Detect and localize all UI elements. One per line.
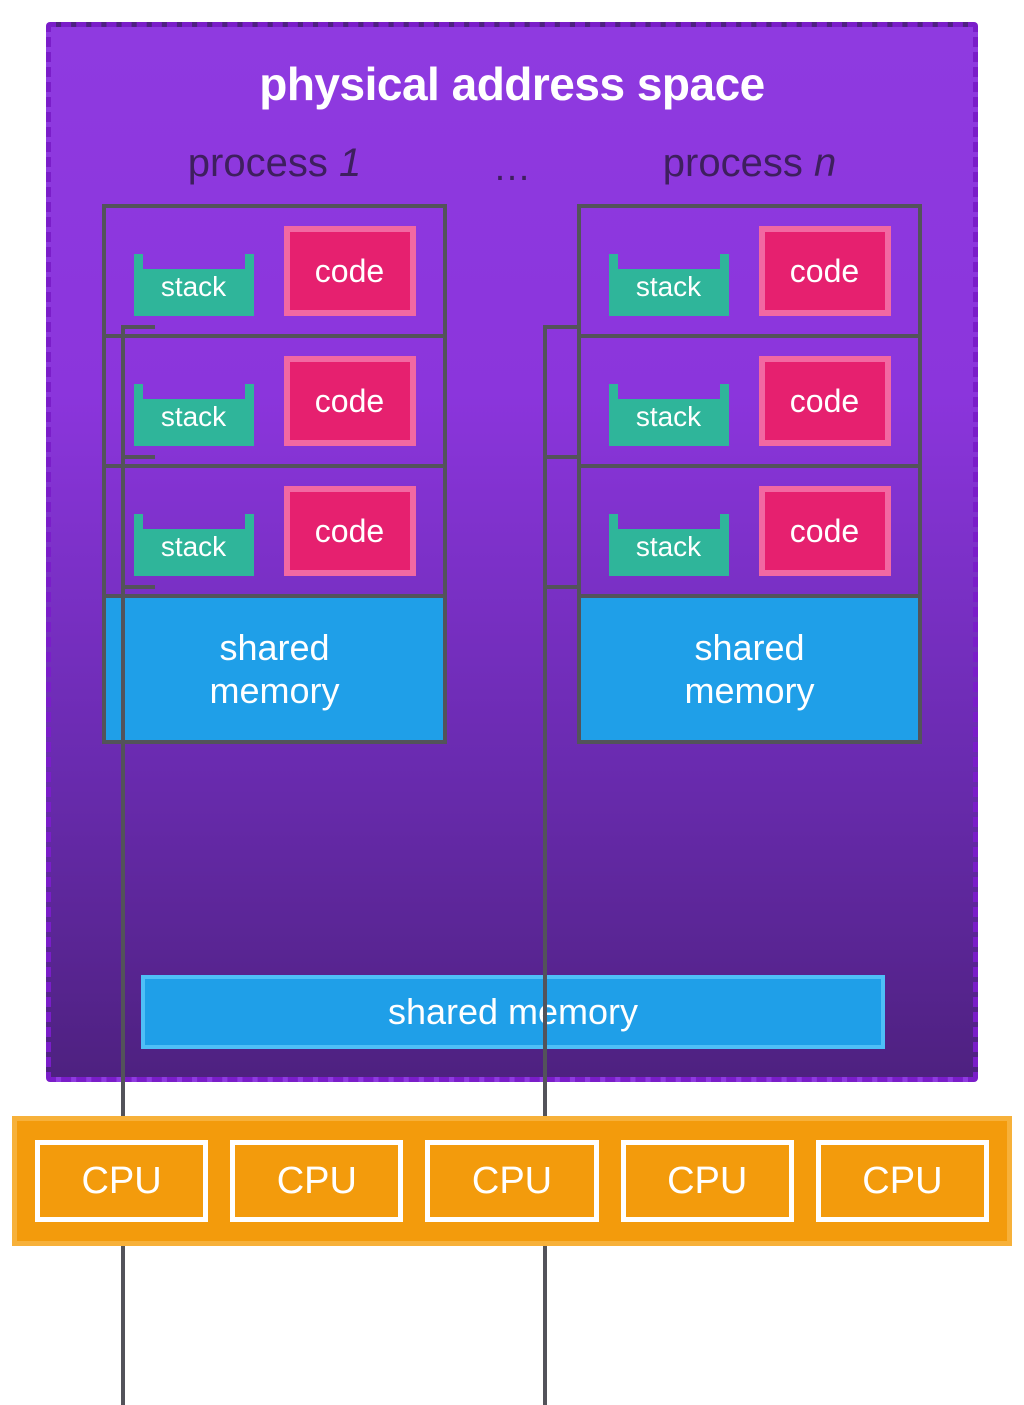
code-label: code [315, 383, 384, 420]
cpu-label: CPU [277, 1160, 357, 1203]
process-1-label: process 1 [102, 141, 447, 186]
stack-label: stack [618, 399, 720, 437]
cpu-label: CPU [81, 1160, 161, 1203]
process-label-prefix: process [663, 141, 814, 185]
cpu-box: CPU [621, 1140, 794, 1222]
bracket-tick [125, 325, 155, 329]
ellipsis: … [487, 147, 537, 190]
cpu-label: CPU [472, 1160, 552, 1203]
bracket-tick [547, 325, 577, 329]
cpu-bar: CPU CPU CPU CPU CPU [12, 1116, 1012, 1246]
cpu-box: CPU [230, 1140, 403, 1222]
global-shared-memory: shared memory [141, 975, 885, 1049]
title: physical address space [51, 57, 973, 111]
thread-cell: stack code [581, 208, 918, 338]
code-block: code [759, 486, 891, 576]
cpu-box: CPU [35, 1140, 208, 1222]
connector-line [121, 585, 125, 1405]
code-block: code [759, 226, 891, 316]
process-shared-memory: shared memory [106, 598, 443, 740]
process-1-number: 1 [339, 141, 361, 185]
bracket-tick [125, 455, 155, 459]
shared-memory-label-l1: shared [694, 627, 804, 668]
stack-label: stack [143, 269, 245, 307]
cpu-label: CPU [862, 1160, 942, 1203]
bracket-tick [547, 585, 577, 589]
thread-cell: stack code [106, 468, 443, 598]
process-n-box: stack code stack code stack code shared … [577, 204, 922, 744]
code-label: code [315, 253, 384, 290]
thread-cell: stack code [581, 468, 918, 598]
cpu-label: CPU [667, 1160, 747, 1203]
code-block: code [759, 356, 891, 446]
stack-label: stack [618, 269, 720, 307]
stack-block: stack [609, 514, 729, 576]
stack-block: stack [134, 514, 254, 576]
code-block: code [284, 356, 416, 446]
connector-line [543, 585, 547, 1405]
cpu-box: CPU [425, 1140, 598, 1222]
cpu-box: CPU [816, 1140, 989, 1222]
processes-row: process 1 stack code stack code stack co… [51, 141, 973, 744]
code-block: code [284, 486, 416, 576]
process-n-var: n [814, 141, 836, 185]
shared-memory-label-l1: shared [219, 627, 329, 668]
process-n-label: process n [577, 141, 922, 186]
bracket-tick [125, 585, 155, 589]
thread-cell: stack code [106, 338, 443, 468]
shared-memory-label-l2: memory [684, 670, 814, 711]
process-1-box: stack code stack code stack code shared … [102, 204, 447, 744]
thread-cell: stack code [581, 338, 918, 468]
stack-label: stack [618, 529, 720, 567]
process-n-bracket [543, 325, 573, 725]
shared-memory-label: shared memory [209, 626, 339, 712]
code-label: code [790, 253, 859, 290]
stack-label: stack [143, 399, 245, 437]
shared-memory-label: shared memory [684, 626, 814, 712]
physical-address-space: physical address space process 1 stack c… [46, 22, 978, 1082]
code-label: code [790, 513, 859, 550]
process-1-bracket [121, 325, 151, 725]
process-label-prefix: process [188, 141, 339, 185]
stack-block: stack [134, 384, 254, 446]
code-label: code [315, 513, 384, 550]
code-label: code [790, 383, 859, 420]
stack-block: stack [134, 254, 254, 316]
thread-cell: stack code [106, 208, 443, 338]
stack-label: stack [143, 529, 245, 567]
process-n-column: process n stack code stack code stack co… [577, 141, 922, 744]
code-block: code [284, 226, 416, 316]
shared-memory-label-l2: memory [209, 670, 339, 711]
stack-block: stack [609, 254, 729, 316]
stack-block: stack [609, 384, 729, 446]
process-shared-memory: shared memory [581, 598, 918, 740]
global-shared-memory-label: shared memory [388, 991, 638, 1033]
process-1-column: process 1 stack code stack code stack co… [102, 141, 447, 744]
bracket-tick [547, 455, 577, 459]
